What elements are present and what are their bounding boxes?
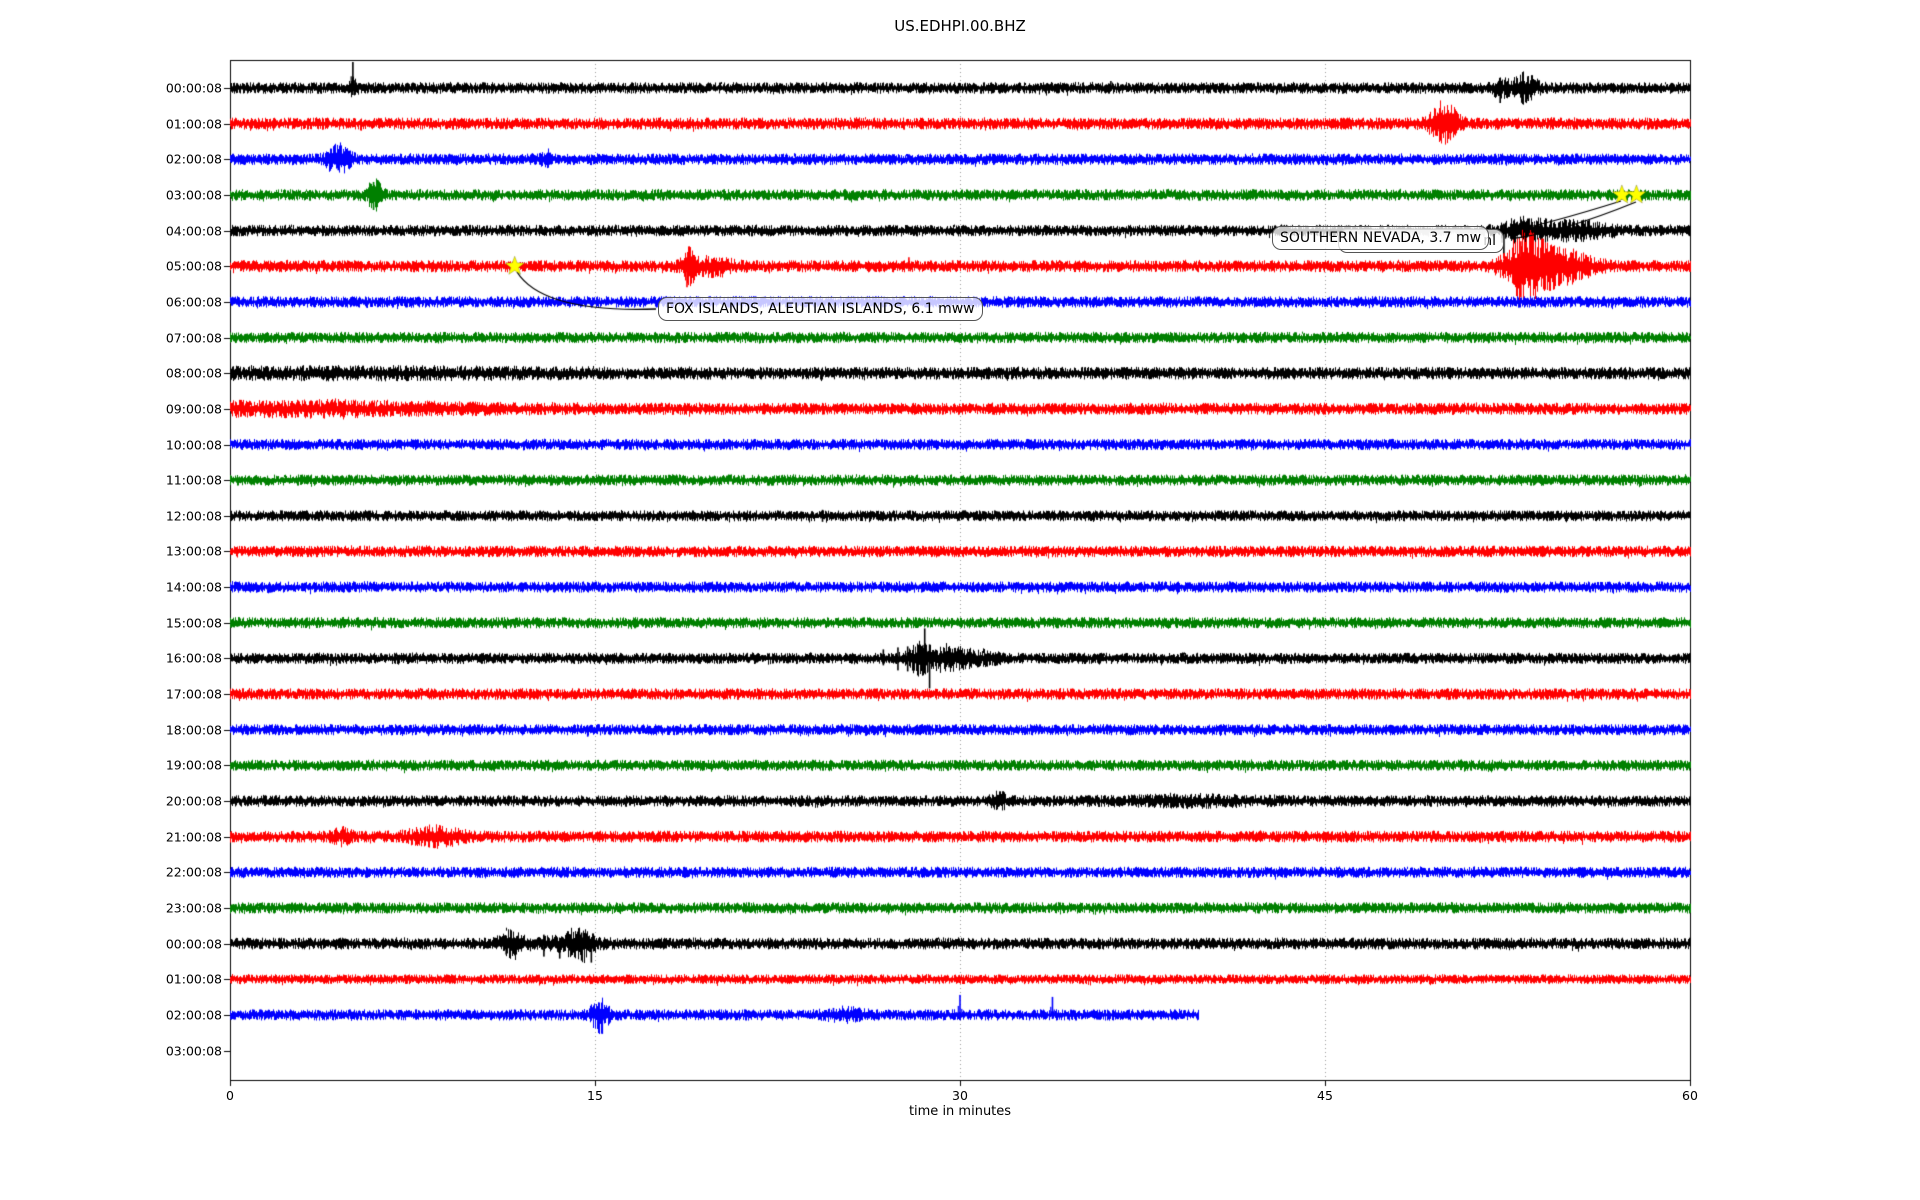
y-tick-label: 04:00:08 <box>165 223 222 239</box>
event-annotation-label: FOX ISLANDS, ALEUTIAN ISLANDS, 6.1 mww <box>658 297 983 321</box>
y-tick-label: 17:00:08 <box>165 686 222 702</box>
y-tick-label: 20:00:08 <box>165 793 222 809</box>
x-axis-title: time in minutes <box>908 1104 1012 1119</box>
y-tick-label: 11:00:08 <box>165 472 222 488</box>
y-tick-label: 10:00:08 <box>165 437 222 452</box>
y-tick-label: 00:00:08 <box>165 936 222 952</box>
y-tick-label: 03:00:08 <box>165 187 222 203</box>
y-tick-label: 12:00:08 <box>165 508 222 524</box>
y-tick-label: 07:00:08 <box>165 330 222 346</box>
y-tick-label: 08:00:08 <box>165 365 222 381</box>
y-tick-label: 06:00:08 <box>165 294 222 310</box>
y-tick-label: 13:00:08 <box>165 543 222 559</box>
y-tick-label: 16:00:08 <box>165 650 222 666</box>
y-tick-label: 15:00:08 <box>165 615 222 631</box>
y-tick-label: 03:00:08 <box>165 1043 222 1059</box>
y-tick-label: 21:00:08 <box>165 829 222 845</box>
x-tick-label: 45 <box>1317 1088 1333 1103</box>
x-tick-label: 15 <box>587 1088 603 1103</box>
y-tick-label: 22:00:08 <box>165 864 222 880</box>
y-tick-label: 01:00:08 <box>165 116 222 132</box>
y-tick-label: 18:00:08 <box>165 722 222 738</box>
y-tick-label: 02:00:08 <box>165 1007 222 1023</box>
y-tick-label: 02:00:08 <box>165 151 222 167</box>
y-tick-label: 09:00:08 <box>165 401 222 417</box>
x-tick-label: 0 <box>226 1088 234 1103</box>
y-tick-label: 00:00:08 <box>165 80 222 96</box>
y-tick-label: 14:00:08 <box>165 579 222 595</box>
x-tick-label: 30 <box>952 1088 968 1103</box>
x-tick-label: 60 <box>1682 1088 1698 1103</box>
y-tick-label: 19:00:08 <box>165 757 222 773</box>
y-tick-label: 23:00:08 <box>165 900 222 916</box>
y-tick-label: 05:00:08 <box>165 258 222 274</box>
event-annotation-label: SOUTHERN NEVADA, 3.7 mw <box>1272 226 1490 250</box>
plot-title: US.EDHPI.00.BHZ <box>894 17 1026 35</box>
y-tick-label: 01:00:08 <box>165 971 222 987</box>
